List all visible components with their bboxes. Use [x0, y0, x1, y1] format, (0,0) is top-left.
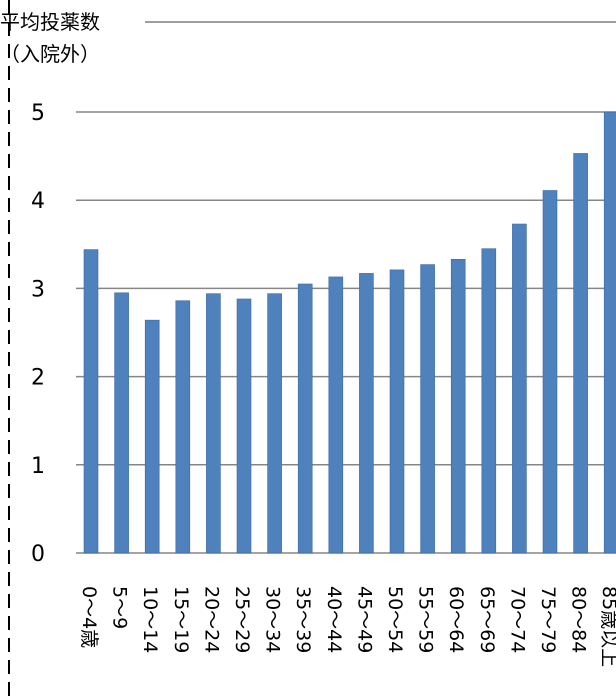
x-tick-label-5: 25〜29 — [231, 586, 253, 653]
bar-2 — [144, 319, 160, 554]
y-tick-label-3: 3 — [31, 277, 45, 302]
x-tick-label-13: 65〜69 — [476, 586, 498, 653]
bar-13 — [481, 248, 497, 554]
y-tick-label-5: 5 — [31, 101, 45, 126]
x-tick-label-7: 35〜39 — [292, 586, 314, 653]
x-tick-label-9: 45〜49 — [353, 586, 375, 653]
y-tick-label-2: 2 — [31, 366, 45, 391]
bar-12 — [450, 258, 466, 554]
y-axis-title-line-1: 平均投薬数 — [0, 10, 100, 34]
bar-0 — [83, 249, 99, 554]
y-axis-title-line-2: （入院外） — [0, 42, 100, 66]
bar-6 — [267, 293, 282, 554]
y-tick-label-1: 1 — [31, 454, 45, 479]
x-tick-label-2: 10〜14 — [139, 586, 161, 653]
bar-8 — [328, 276, 344, 554]
x-tick-label-1: 5〜9 — [109, 586, 131, 629]
bar-5 — [236, 298, 252, 554]
y-tick-label-0: 0 — [31, 542, 45, 567]
x-tick-label-4: 20〜24 — [200, 586, 222, 653]
x-tick-label-12: 60〜64 — [445, 586, 467, 653]
bar-9 — [359, 273, 374, 554]
x-tick-label-0: 0〜4歳 — [78, 586, 100, 648]
x-tick-label-6: 30〜34 — [262, 586, 284, 653]
x-tick-label-15: 75〜79 — [537, 586, 559, 653]
bar-11 — [420, 264, 435, 554]
x-tick-label-10: 50〜54 — [384, 586, 406, 653]
bar-3 — [175, 300, 191, 554]
x-tick-label-11: 55〜59 — [415, 586, 437, 653]
x-tick-label-14: 70〜74 — [506, 586, 528, 653]
bar-1 — [114, 292, 129, 554]
x-tick-label-17: 85歳以上 — [598, 586, 616, 667]
bar-14 — [512, 223, 527, 554]
bar-10 — [389, 269, 405, 554]
bar-17 — [603, 111, 616, 554]
bar-15 — [542, 190, 558, 554]
x-tick-label-3: 15〜19 — [170, 586, 192, 653]
bar-7 — [297, 283, 313, 554]
y-tick-label-4: 4 — [31, 189, 45, 214]
bar-4 — [206, 293, 221, 554]
x-tick-label-16: 80〜84 — [568, 586, 590, 653]
x-tick-label-8: 40〜44 — [323, 586, 345, 653]
bar-16 — [573, 153, 588, 554]
